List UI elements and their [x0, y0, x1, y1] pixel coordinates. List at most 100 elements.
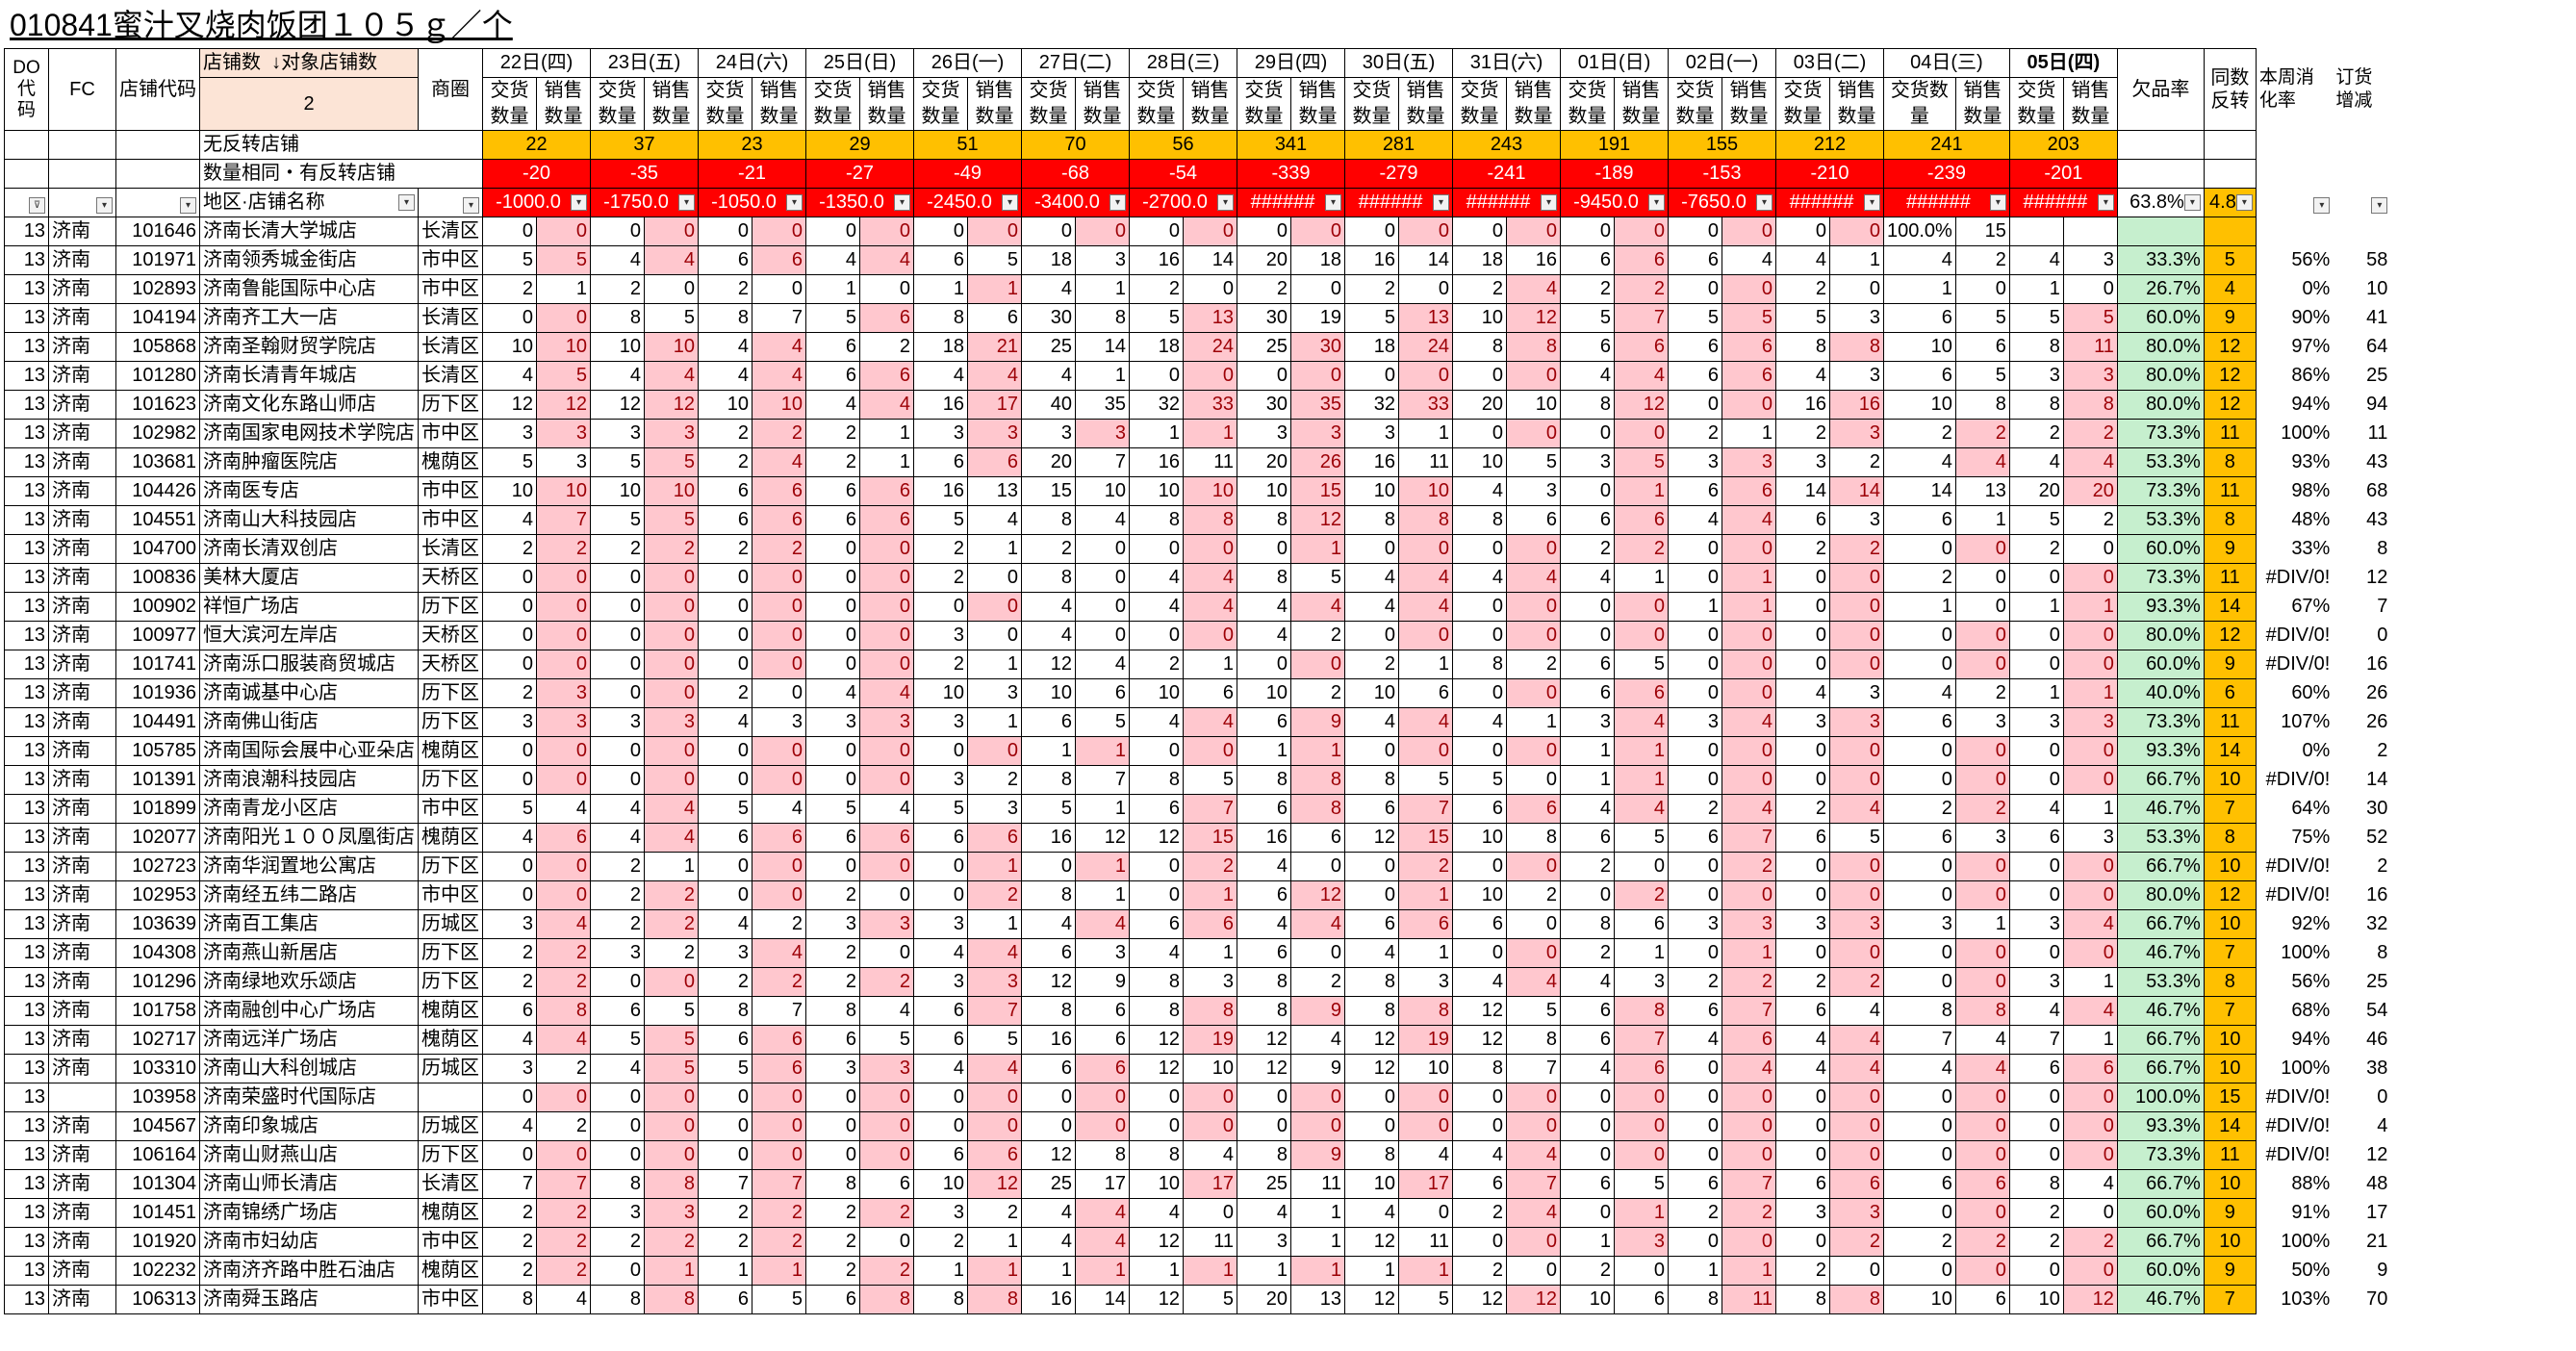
delivery-qty-cell[interactable]: 5 [590, 505, 645, 535]
delivery-qty-cell[interactable]: 10 [1129, 1169, 1184, 1199]
delivery-qty-cell[interactable]: 1 [1560, 765, 1615, 795]
delivery-qty-cell[interactable]: 6 [698, 476, 752, 506]
sales-qty-cell[interactable]: 0 [644, 1111, 699, 1141]
do-code-cell[interactable]: 13 [4, 1227, 49, 1257]
sales-qty-cell[interactable]: 2 [1614, 534, 1669, 564]
sales-qty-cell[interactable]: 8 [1183, 505, 1237, 535]
same-reverse-cell[interactable]: 11 [2203, 419, 2257, 448]
sales-qty-cell[interactable]: 4 [752, 794, 806, 824]
delivery-qty-cell[interactable]: 0 [1668, 650, 1722, 679]
delivery-qty-cell[interactable]: 0 [805, 1140, 860, 1170]
sales-qty-cell[interactable]: 1 [1614, 1198, 1669, 1228]
delivery-qty-cell[interactable]: 1 [2008, 274, 2064, 304]
delivery-qty-cell[interactable]: 16 [1344, 245, 1399, 275]
sales-qty-cell[interactable]: 2 [752, 1198, 806, 1228]
fc-cell[interactable]: 济南 [48, 592, 116, 622]
amount-filter-cell[interactable]: ###### ▾ [1237, 188, 1345, 217]
sales-qty-cell[interactable]: 0 [2062, 1140, 2118, 1170]
delivery-qty-cell[interactable]: 0 [482, 852, 537, 881]
delivery-qty-cell[interactable]: 2 [1775, 419, 1830, 448]
delivery-qty-cell[interactable]: 3 [482, 1054, 537, 1083]
delivery-qty-cell[interactable]: 0 [1668, 678, 1722, 708]
store-code-cell[interactable]: 101451 [115, 1198, 200, 1228]
delivery-qty-cell[interactable]: 0 [2008, 1111, 2064, 1141]
delivery-qty-cell[interactable]: 32 [1129, 390, 1184, 420]
sales-qty-cell[interactable]: 4 [1954, 1054, 2010, 1083]
sales-qty-cell[interactable]: 4 [1506, 1140, 1561, 1170]
sales-qty-cell[interactable]: 0 [1506, 1227, 1561, 1257]
delivery-qty-cell[interactable]: 0 [698, 852, 752, 881]
sales-qty-cell[interactable]: 1 [859, 447, 914, 477]
sales-qty-cell[interactable]: 8 [1614, 996, 1669, 1026]
delivery-qty-cell[interactable]: 0 [1775, 736, 1830, 766]
stockout-rate-cell[interactable]: 46.7% [2116, 996, 2205, 1026]
sales-qty-cell[interactable]: 4 [1075, 505, 1130, 535]
delivery-qty-cell[interactable]: 2 [698, 419, 752, 448]
same-reverse-cell[interactable]: 12 [2203, 880, 2257, 910]
sales-qty-cell[interactable]: 3 [752, 707, 806, 737]
sales-qty-cell[interactable]: 5 [1829, 823, 1884, 853]
delivery-qty-cell[interactable]: 0 [1668, 1083, 1722, 1112]
delivery-qty-cell[interactable]: 12 [1344, 1054, 1399, 1083]
sales-qty-cell[interactable]: 8 [1183, 996, 1237, 1026]
stockout-rate-cell[interactable]: 100.0% [2116, 1083, 2205, 1112]
order-increase-cell[interactable]: 48 [2333, 1169, 2391, 1199]
sales-qty-cell[interactable]: 0 [536, 621, 591, 650]
same-reverse-cell[interactable]: 7 [2203, 996, 2257, 1026]
delivery-qty-cell[interactable]: 8 [1237, 996, 1291, 1026]
sales-qty-cell[interactable]: 2 [1506, 880, 1561, 910]
sales-qty-cell[interactable]: 2 [536, 1198, 591, 1228]
stockout-rate-cell[interactable]: 73.3% [2116, 419, 2205, 448]
sales-qty-cell[interactable]: 0 [1398, 1111, 1453, 1141]
sales-qty-cell[interactable]: 10 [1398, 1054, 1453, 1083]
do-code-cell[interactable]: 13 [4, 1198, 49, 1228]
delivery-qty-cell[interactable]: 0 [482, 736, 537, 766]
do-code-cell[interactable]: 13 [4, 447, 49, 477]
sales-qty-cell[interactable]: 0 [1398, 217, 1453, 246]
same-reverse-cell[interactable] [2203, 217, 2257, 246]
delivery-qty-cell[interactable]: 2 [698, 1198, 752, 1228]
do-code-cell[interactable]: 13 [4, 621, 49, 650]
sales-qty-cell[interactable]: 3 [1614, 1227, 1669, 1257]
delivery-qty-cell[interactable]: 6 [805, 361, 860, 391]
fc-cell[interactable]: 济南 [48, 765, 116, 795]
delivery-qty-cell[interactable]: 0 [1129, 621, 1184, 650]
delivery-qty-cell[interactable]: 10 [590, 476, 645, 506]
delivery-qty-cell[interactable]: 2 [1560, 938, 1615, 968]
delivery-qty-cell[interactable]: 2 [698, 1227, 752, 1257]
delivery-qty-cell[interactable]: 5 [913, 505, 968, 535]
sales-qty-cell[interactable]: 0 [2062, 650, 2118, 679]
sales-qty-cell[interactable]: 2 [536, 1111, 591, 1141]
delivery-qty-cell[interactable]: 5 [1668, 303, 1722, 333]
sales-qty-cell[interactable]: 0 [1075, 534, 1130, 564]
sales-qty-cell[interactable]: 20 [2062, 476, 2118, 506]
sales-qty-cell[interactable]: 3 [1506, 476, 1561, 506]
sales-qty-cell[interactable]: 4 [967, 938, 1022, 968]
store-name-cell[interactable]: 济南青龙小区店 [199, 794, 419, 824]
same-reverse-cell[interactable]: 10 [2203, 1025, 2257, 1055]
sales-qty-cell[interactable]: 3 [1829, 707, 1884, 737]
delivery-qty-cell[interactable]: 0 [1668, 938, 1722, 968]
do-code-cell[interactable]: 13 [4, 1256, 49, 1286]
sales-qty-cell[interactable]: 1 [967, 909, 1022, 939]
delivery-qty-cell[interactable]: 12 [1129, 1285, 1184, 1314]
sales-qty-cell[interactable]: 4 [859, 245, 914, 275]
stockout-rate-cell[interactable]: 46.7% [2116, 1285, 2205, 1314]
fc-cell[interactable]: 济南 [48, 419, 116, 448]
delivery-qty-cell[interactable]: 6 [1560, 1169, 1615, 1199]
store-code-cell[interactable]: 101646 [115, 217, 200, 246]
sales-qty-cell[interactable]: 0 [859, 880, 914, 910]
filter-dropdown-icon[interactable]: ▾ [1002, 194, 1018, 211]
same-reverse-cell[interactable]: 11 [2203, 476, 2257, 506]
delivery-qty-cell[interactable]: 0 [913, 736, 968, 766]
sales-qty-cell[interactable]: 0 [1614, 852, 1669, 881]
sales-qty-cell[interactable]: 0 [1506, 909, 1561, 939]
sales-qty-cell[interactable]: 0 [536, 1140, 591, 1170]
delivery-qty-cell[interactable]: 0 [1129, 880, 1184, 910]
sales-qty-cell[interactable]: 2 [2062, 505, 2118, 535]
target-store-value[interactable]: 2 [199, 77, 419, 131]
delivery-qty-cell[interactable]: 0 [482, 592, 537, 622]
delivery-qty-cell[interactable]: 0 [1775, 650, 1830, 679]
delivery-qty-cell[interactable]: 0 [1560, 1111, 1615, 1141]
store-name-cell[interactable]: 济南远洋广场店 [199, 1025, 419, 1055]
